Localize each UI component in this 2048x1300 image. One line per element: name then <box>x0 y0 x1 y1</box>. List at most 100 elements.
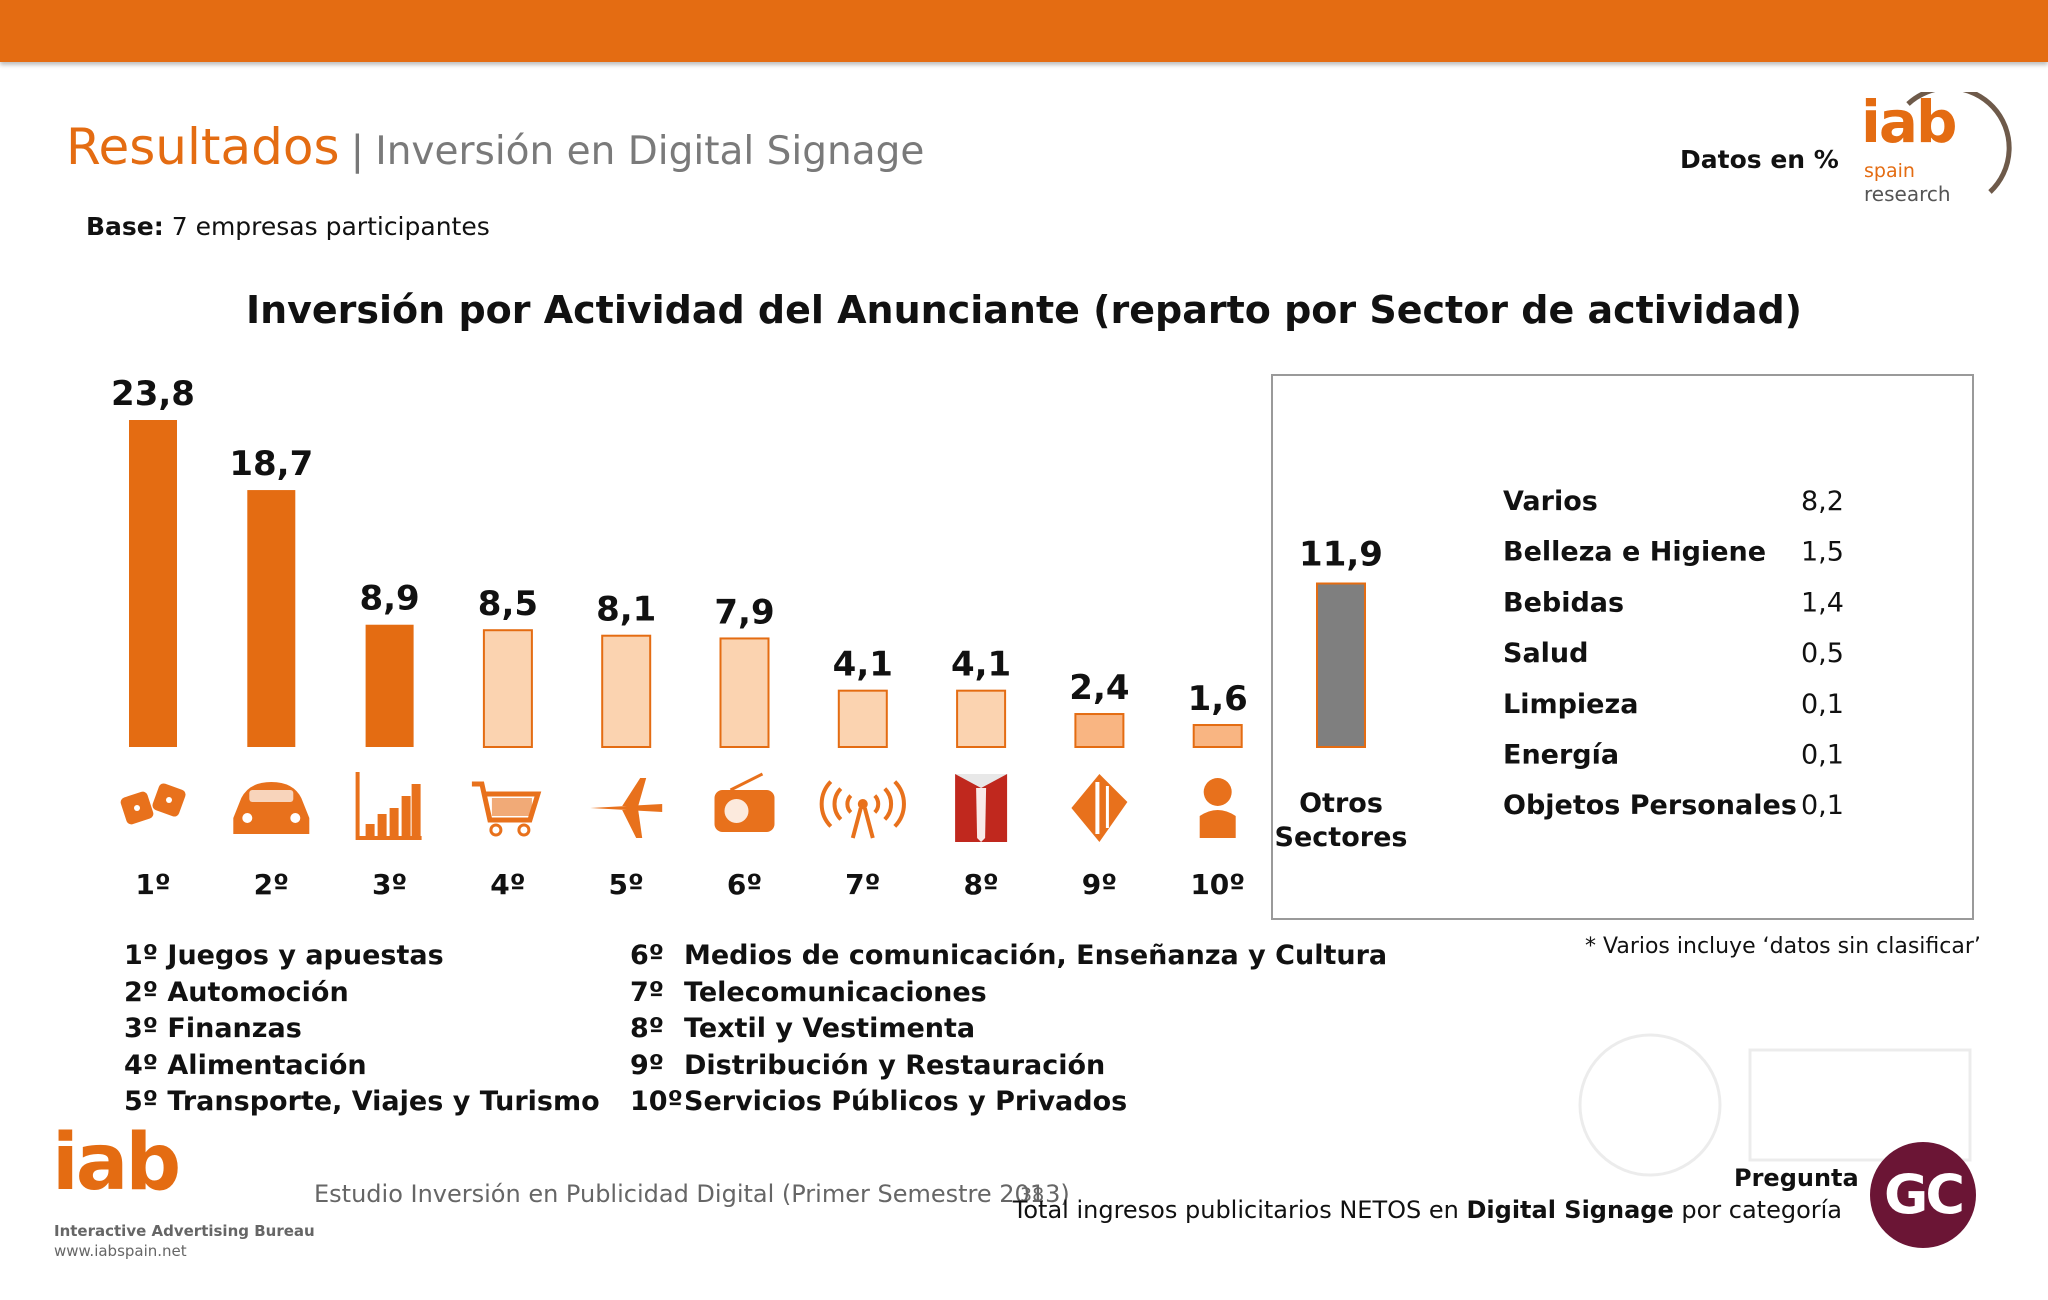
logo-top-line2: research <box>1864 182 1951 206</box>
bar-value-label: 23,8 <box>111 374 195 414</box>
category-label: 8º <box>963 868 998 901</box>
breakdown-name: Belleza e Higiene <box>1503 537 1766 568</box>
breakdown-value: 1,4 <box>1801 587 1844 618</box>
legend-text: Telecomunicaciones <box>684 976 987 1008</box>
breakdown-name: Objetos Personales <box>1503 790 1797 821</box>
legend-rank: 10º <box>630 1086 683 1117</box>
gc-badge: GC <box>1870 1142 1976 1248</box>
bar <box>719 637 770 748</box>
bar <box>601 634 652 748</box>
iab-research-logo: iab spain research <box>1858 88 2012 208</box>
pregunta-label: Pregunta <box>1734 1164 1859 1192</box>
legend-item: 4º Alimentación <box>124 1049 367 1081</box>
iab-logo: iab Interactive Advertising Bureau www.i… <box>52 1118 315 1260</box>
legend-item: 10ºServicios Públicos y Privados <box>630 1084 1387 1121</box>
other-value-label: 11,9 <box>1299 535 1383 575</box>
watermark-logo <box>1540 1030 1980 1180</box>
pregunta-text: Total ingresos publicitarios NETOS en Di… <box>1013 1196 1842 1224</box>
breakdown-value: 0,1 <box>1801 790 1844 821</box>
bar-value-label: 8,1 <box>596 590 656 630</box>
legend-rank: 6º <box>630 940 665 971</box>
breakdown-name: Limpieza <box>1503 689 1638 720</box>
logo-top-line1: spain <box>1864 160 1915 182</box>
legend-item: 1º Juegos y apuestas <box>124 940 444 971</box>
top-banner <box>0 0 2048 62</box>
bar-chart: 23,8 1º 18,7 2º 8,9 3º 8,5 4º 8,1 5º 7,9 6º 4,1 7º 4,1… <box>111 374 1248 901</box>
legend-item: 3º Finanzas <box>124 1013 302 1044</box>
legend-item: 9º Distribución y Restauración <box>630 1048 1387 1085</box>
pregunta-pre: Total ingresos publicitarios NETOS en <box>1012 1196 1467 1224</box>
logo-bottom-word: iab <box>52 1118 181 1208</box>
breakdown-value: 0,1 <box>1801 740 1844 771</box>
category-label: 4º <box>490 868 525 901</box>
legend-item: 8º Textil y Vestimenta <box>630 1011 1387 1048</box>
shopping-cart-icon <box>471 781 542 837</box>
base-info: Base: 7 empresas participantes <box>86 212 490 241</box>
bar-value-label: 7,9 <box>714 592 774 632</box>
bar <box>1192 724 1243 749</box>
legend-left: 1º Juegos y apuestas 2º Automoción 3º Fi… <box>124 938 600 1121</box>
pregunta-bold: Digital Signage <box>1466 1196 1674 1224</box>
bar <box>956 689 1007 748</box>
legend-item: 6º Medios de comunicación, Enseñanza y Cu… <box>630 938 1387 975</box>
tie-icon <box>955 774 1008 842</box>
base-text: 7 empresas participantes <box>171 212 490 241</box>
legend-right: 6º Medios de comunicación, Enseñanza y Cu… <box>630 938 1387 1121</box>
bar-value-label: 4,1 <box>951 645 1011 685</box>
logo-bottom-tagline: Interactive Advertising Bureau <box>54 1222 315 1240</box>
category-label: 2º <box>254 868 289 901</box>
title-subtitle: Inversión en Digital Signage <box>375 129 925 174</box>
legend-rank: 7º <box>630 976 665 1008</box>
legend-rank: 9º <box>630 1049 665 1081</box>
legend-item: 7º Telecomunicaciones <box>630 975 1387 1012</box>
category-label: 6º <box>727 868 762 901</box>
bar <box>247 490 296 747</box>
title-main: Resultados <box>66 118 340 176</box>
dice-icon <box>120 783 186 825</box>
footer-study: Estudio Inversión en Publicidad Digital … <box>314 1180 1070 1208</box>
category-label: 7º <box>845 868 880 901</box>
breakdown-value: 1,5 <box>1801 537 1844 568</box>
category-label: 5º <box>609 868 644 901</box>
car-icon <box>233 782 310 834</box>
logo-bottom-url: www.iabspain.net <box>54 1242 187 1260</box>
bar-value-label: 8,5 <box>478 584 538 624</box>
bar <box>1074 713 1125 748</box>
other-bar <box>1316 582 1366 748</box>
logo-top-word: iab <box>1861 88 1958 156</box>
category-label: 10º <box>1190 868 1245 901</box>
legend-text: Distribución y Restauración <box>684 1049 1106 1081</box>
chart-title: Inversión por Actividad del Anunciante (… <box>245 288 1803 332</box>
breakdown-value: 0,1 <box>1801 689 1844 720</box>
page-title: Resultados | Inversión en Digital Signag… <box>66 118 924 176</box>
antenna-icon <box>819 780 906 839</box>
bar <box>365 624 414 747</box>
other-label: Otros <box>1299 788 1383 819</box>
breakdown-name: Bebidas <box>1503 587 1624 618</box>
breakdown-value: 0,5 <box>1801 638 1844 669</box>
person-icon <box>1199 778 1236 838</box>
airplane-icon <box>590 778 663 838</box>
bar <box>129 420 177 747</box>
logo-arc-icon <box>1906 92 2012 194</box>
legend-item: 2º Automoción <box>124 976 349 1008</box>
other-label: Sectores <box>1275 822 1408 853</box>
pregunta-post: por categoría <box>1673 1196 1842 1224</box>
breakdown-name: Energía <box>1503 740 1619 771</box>
fork-knife-icon <box>1071 774 1128 842</box>
bar <box>837 689 888 748</box>
breakdown-name: Varios <box>1503 486 1598 517</box>
bar-value-label: 8,9 <box>359 579 419 619</box>
breakdown-name: Salud <box>1503 638 1588 669</box>
title-separator: | <box>350 128 365 174</box>
other-sectors-box <box>1271 374 1974 920</box>
bar <box>482 629 533 749</box>
bar-value-label: 4,1 <box>833 645 893 685</box>
bar-value-label: 1,6 <box>1188 679 1248 719</box>
bar-value-label: 2,4 <box>1069 668 1129 708</box>
varios-note: * Varios incluye ‘datos sin clasificar’ <box>1585 934 1981 959</box>
breakdown-value: 8,2 <box>1801 486 1844 517</box>
bar-chart-icon <box>355 772 422 840</box>
datos-unit-label: Datos en % <box>1680 145 1839 174</box>
